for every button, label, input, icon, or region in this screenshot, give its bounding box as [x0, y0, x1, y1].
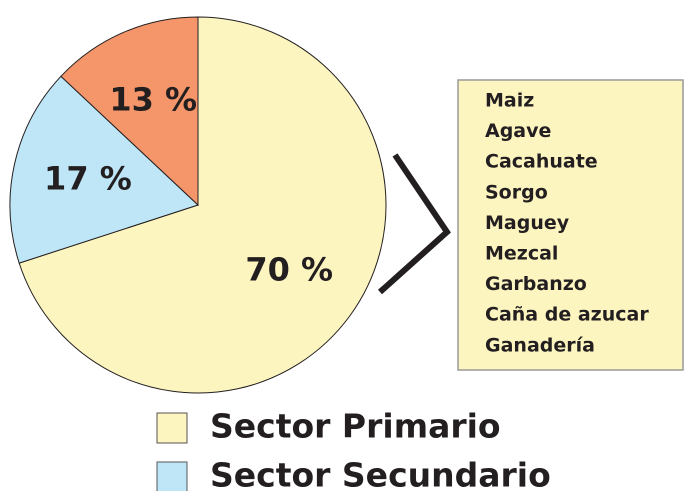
legend-swatch [156, 412, 188, 444]
slice-label: 70 % [245, 250, 333, 288]
annotation-item: Cacahuate [485, 151, 598, 173]
annotation-item: Maguey [485, 212, 570, 234]
pie-slice [18, 16, 387, 394]
legend-swatch [156, 461, 188, 491]
pie-slice [9, 75, 199, 264]
pie-slice [60, 16, 199, 207]
legend-label: Sector Secundario [210, 456, 551, 491]
bracket [377, 153, 451, 295]
annotation-item: Garbanzo [485, 273, 587, 295]
slice-label: 17 % [44, 159, 132, 197]
annotation-item: Maiz [485, 90, 534, 112]
annotation-item: Mezcal [485, 243, 558, 265]
annotation-item: Sorgo [485, 181, 548, 203]
legend-label: Sector Primario [210, 407, 501, 446]
annotation-item: Caña de azucar [485, 304, 649, 326]
annotation-item: Agave [485, 120, 551, 142]
annotation-item: Ganadería [485, 334, 595, 356]
annotation-box [457, 79, 684, 371]
slice-label: 13 % [109, 80, 197, 118]
